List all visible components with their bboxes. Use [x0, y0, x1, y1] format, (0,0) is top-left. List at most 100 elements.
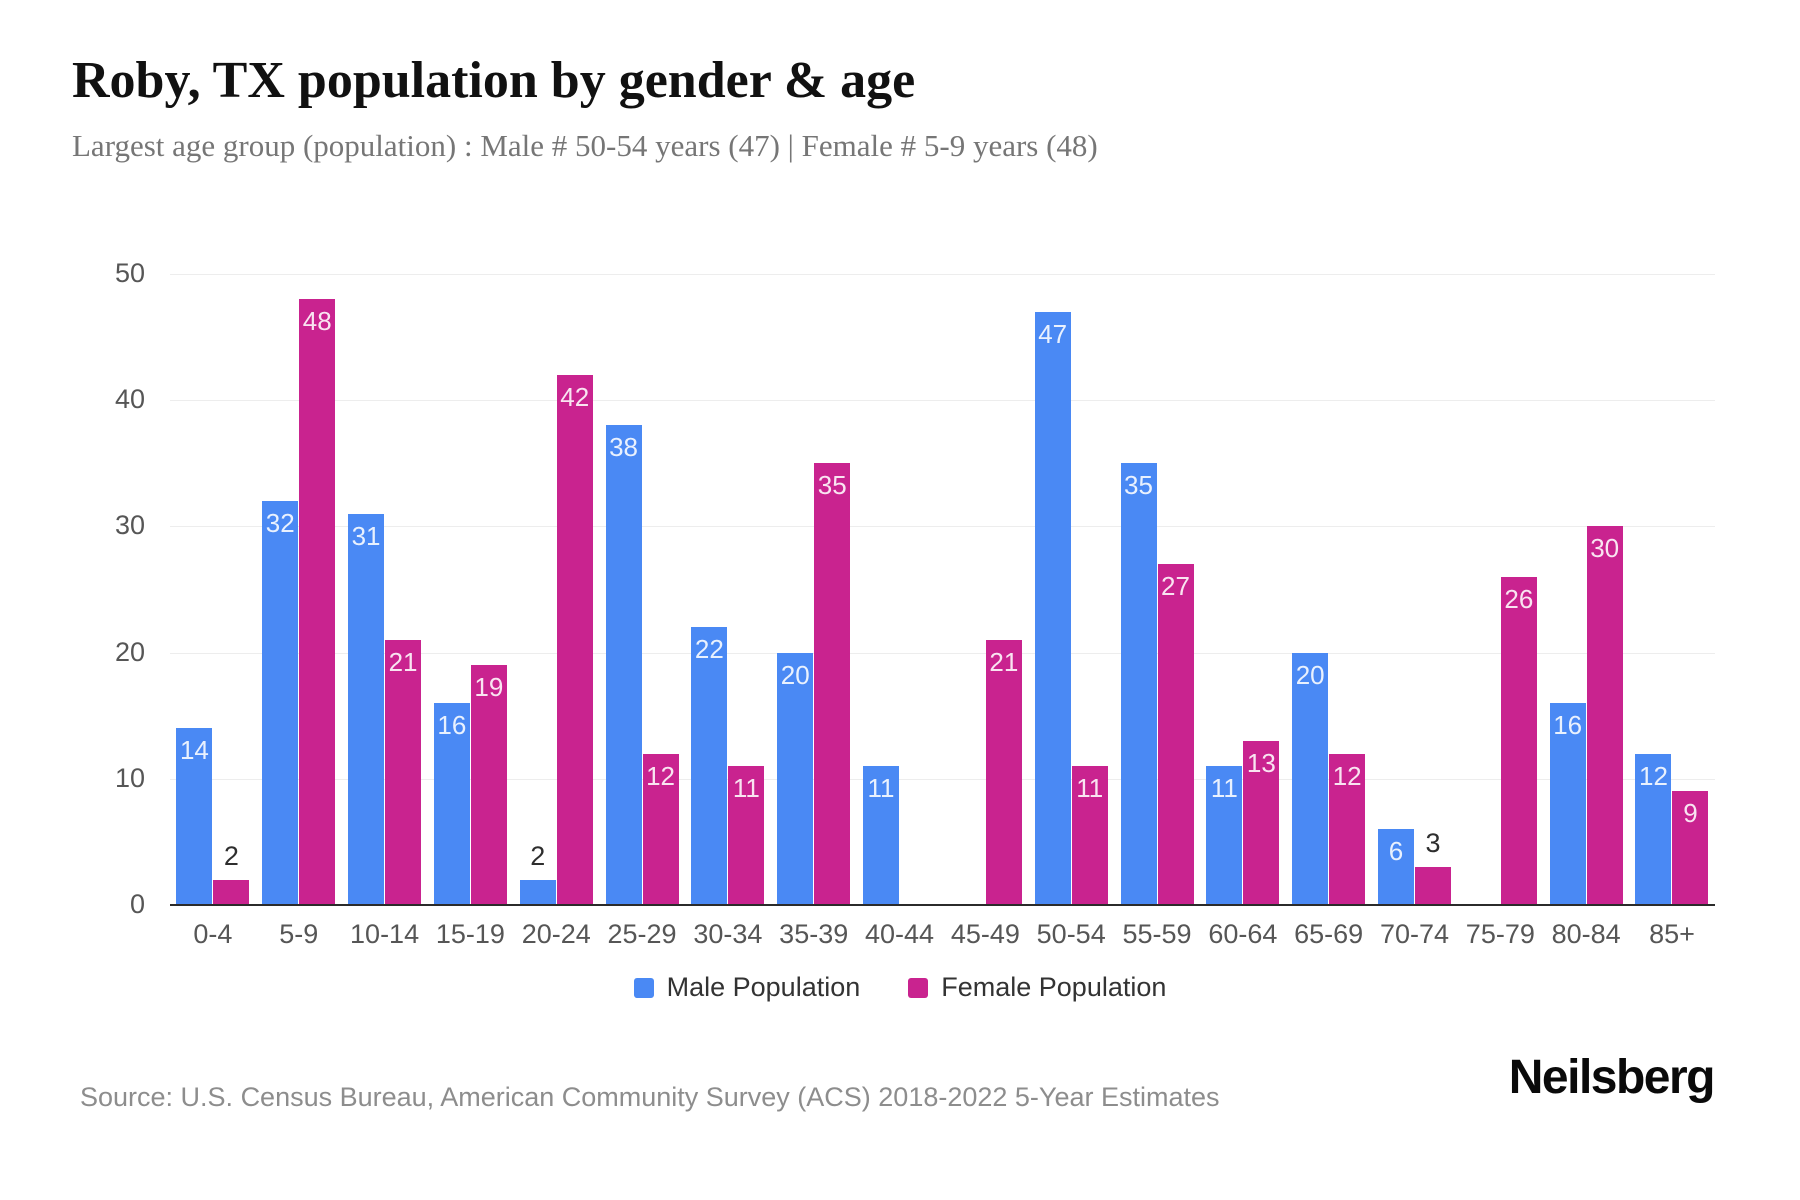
bar-value-label: 11 — [867, 773, 895, 804]
y-axis-tick-label: 0 — [129, 889, 145, 919]
bar-value-label: 6 — [1388, 836, 1404, 867]
bar-female-5-9[interactable]: 48 — [299, 299, 336, 905]
bar-female-30-34[interactable]: 11 — [728, 766, 765, 905]
x-axis-label: 55-59 — [1122, 919, 1192, 949]
bar-group-85+: 12 9 85+ — [1629, 274, 1715, 949]
bar-male-70-74[interactable]: 6 — [1378, 829, 1414, 905]
plot-area: 14 2 0-4 32 48 5-9 31 21 10-14 16 19 15-19 2 42 20-24 3… — [115, 258, 1715, 949]
bar-group-70-74: 6 3 70-74 — [1372, 274, 1458, 949]
bar-male-85+[interactable]: 12 — [1635, 753, 1672, 905]
bar-group-0-4: 14 2 0-4 — [170, 274, 256, 949]
brand-logo: Neilsberg — [1508, 1051, 1716, 1104]
x-axis-label: 45-49 — [950, 919, 1020, 949]
legend-label-male: Male Population — [666, 972, 861, 1002]
bar-male-30-34[interactable]: 22 — [691, 627, 728, 905]
bar-group-60-64: 11 13 60-64 — [1200, 274, 1286, 949]
legend-label-female: Female Population — [941, 972, 1167, 1002]
bar-group-30-34: 22 11 30-34 — [685, 274, 771, 949]
x-axis-label: 85+ — [1649, 919, 1695, 949]
bar-groups-container: 14 2 0-4 32 48 5-9 31 21 10-14 16 19 15-19 2 42 20-24 3… — [170, 274, 1715, 949]
page-title: Roby, TX population by gender & age — [72, 52, 916, 109]
bar-male-15-19[interactable]: 16 — [433, 703, 470, 905]
bar-female-85+[interactable]: 9 — [1672, 791, 1709, 905]
legend-item-female[interactable]: Female Population — [908, 972, 1166, 1003]
y-axis-tick-label: 50 — [114, 258, 145, 288]
bar-value-label: 26 — [1504, 583, 1534, 614]
bar-male-60-64[interactable]: 11 — [1206, 766, 1243, 905]
legend-item-male[interactable]: Male Population — [633, 972, 861, 1003]
bar-female-70-74[interactable]: 3 — [1415, 828, 1451, 905]
gridline — [170, 526, 1715, 528]
bar-value-label: 2 — [223, 840, 239, 871]
bar-female-80-84[interactable]: 30 — [1586, 526, 1623, 905]
bar-value-label: 21 — [989, 646, 1019, 677]
bar-female-75-79[interactable]: 26 — [1500, 576, 1537, 905]
bar-female-15-19[interactable]: 19 — [470, 665, 507, 905]
bar-value-label: 38 — [609, 432, 639, 463]
bar-value-label: 48 — [302, 306, 332, 337]
x-axis-label: 75-79 — [1465, 919, 1535, 949]
bar-female-10-14[interactable]: 21 — [385, 639, 422, 905]
bar-male-65-69[interactable]: 20 — [1292, 652, 1329, 905]
bar-female-60-64[interactable]: 13 — [1243, 740, 1280, 905]
bar-value-label: 32 — [265, 508, 295, 539]
bar-value-label: 31 — [351, 520, 381, 551]
bar-group-35-39: 20 35 35-39 — [771, 274, 857, 949]
bar-value-label: 27 — [1161, 571, 1190, 602]
bar-group-25-29: 38 12 25-29 — [599, 274, 685, 949]
bar-female-55-59[interactable]: 27 — [1157, 564, 1194, 905]
bar-value-label: 14 — [179, 735, 209, 766]
female-series-swatch-icon — [908, 977, 929, 998]
bar-value-label: 16 — [1553, 710, 1583, 741]
bar-value-label: 35 — [817, 470, 847, 501]
bar-group-55-59: 35 27 55-59 — [1114, 274, 1200, 949]
bar-value-label: 22 — [694, 634, 724, 665]
gridline — [170, 400, 1715, 402]
bar-female-25-29[interactable]: 12 — [642, 753, 679, 905]
gridline — [170, 778, 1715, 780]
bar-group-80-84: 16 30 80-84 — [1543, 274, 1629, 949]
bar-male-10-14[interactable]: 31 — [348, 513, 385, 905]
x-axis-label: 80-84 — [1551, 919, 1621, 949]
bar-group-75-79: 26 75-79 — [1457, 274, 1543, 949]
bar-value-label: 3 — [1425, 828, 1441, 859]
bar-value-label: 30 — [1590, 533, 1620, 564]
bar-male-50-54[interactable]: 47 — [1034, 311, 1071, 905]
bar-value-label: 42 — [560, 381, 590, 412]
bar-male-40-44[interactable]: 11 — [863, 766, 900, 905]
bar-value-label: 12 — [1639, 760, 1668, 791]
bar-female-50-54[interactable]: 11 — [1071, 766, 1108, 905]
bar-male-55-59[interactable]: 35 — [1120, 463, 1157, 905]
bar-value-label: 9 — [1683, 798, 1698, 829]
x-axis-label: 20-24 — [521, 919, 591, 949]
bar-value-label: 12 — [1332, 760, 1362, 791]
y-axis-tick-label: 10 — [114, 762, 145, 793]
bar-female-35-39[interactable]: 35 — [814, 463, 851, 905]
bar-male-25-29[interactable]: 38 — [605, 425, 642, 905]
x-axis-label: 35-39 — [779, 919, 849, 949]
bar-male-20-24[interactable]: 2 — [519, 841, 556, 905]
bar-male-0-4[interactable]: 14 — [176, 728, 213, 905]
page-subtitle: Largest age group (population) : Male # … — [72, 128, 1098, 163]
bar-value-label: 12 — [646, 760, 676, 791]
bar-value-label: 11 — [1210, 773, 1238, 804]
bar-value-label: 20 — [780, 659, 810, 690]
bar-group-5-9: 32 48 5-9 — [256, 274, 342, 949]
bar-female-45-49[interactable]: 21 — [985, 639, 1022, 905]
bar-group-45-49: 21 45-49 — [942, 274, 1028, 949]
bar-female-20-24[interactable]: 42 — [556, 374, 593, 905]
x-axis-label: 50-54 — [1036, 919, 1106, 949]
bar-female-65-69[interactable]: 12 — [1329, 753, 1366, 905]
bar-male-5-9[interactable]: 32 — [262, 501, 299, 905]
y-axis-tick-label: 40 — [114, 384, 145, 415]
bar-male-35-39[interactable]: 20 — [777, 652, 814, 905]
male-series-swatch-icon — [633, 977, 654, 998]
bar-group-50-54: 47 11 50-54 — [1028, 274, 1114, 949]
bar-value-label: 13 — [1246, 747, 1276, 778]
bar-male-80-84[interactable]: 16 — [1549, 703, 1586, 905]
bar-value-label: 11 — [1076, 773, 1104, 804]
bar-group-15-19: 16 19 15-19 — [427, 274, 513, 949]
bar-group-20-24: 2 42 20-24 — [513, 274, 599, 949]
bar-female-0-4[interactable]: 2 — [213, 841, 250, 905]
bar-value-label: 11 — [732, 773, 760, 804]
